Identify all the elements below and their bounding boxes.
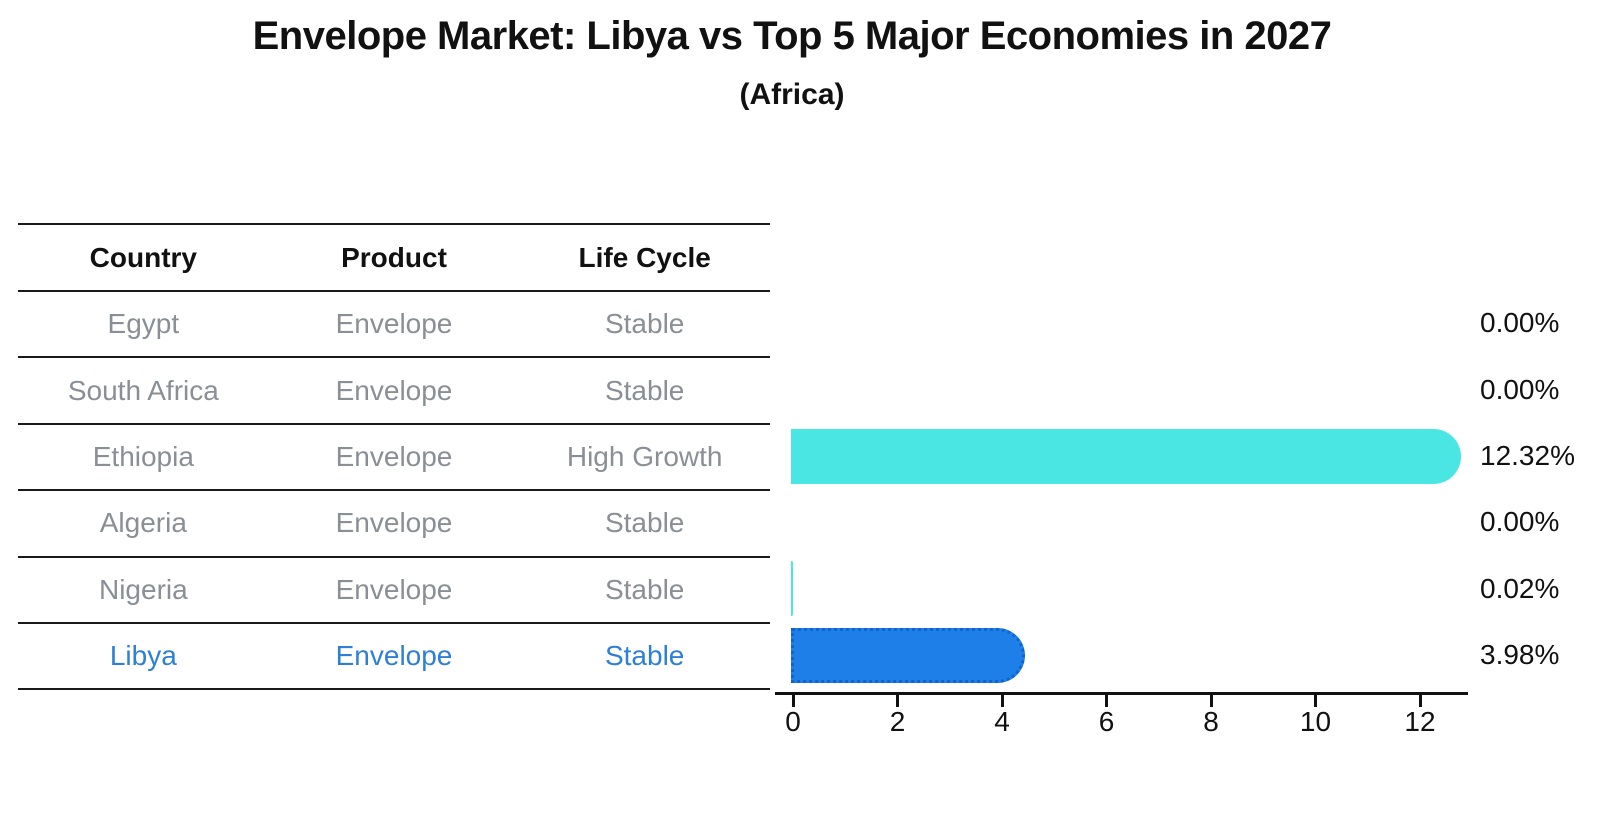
x-tick — [791, 695, 795, 707]
x-tick-label: 6 — [1098, 706, 1115, 737]
x-tick — [1314, 695, 1317, 707]
x-tick — [1418, 695, 1422, 707]
cell-life-cycle: Stable — [604, 573, 685, 605]
x-tick-label: 12 — [1404, 706, 1436, 737]
x-tick — [1105, 695, 1108, 707]
x-tick-label: 4 — [994, 706, 1010, 737]
x-tick-label: 0 — [785, 706, 801, 737]
column-header-country: Country — [89, 241, 197, 273]
cell-life-cycle: Stable — [604, 308, 685, 340]
table-row-ethiopia: Ethiopia Envelope High Growth — [18, 425, 770, 492]
x-axis-line — [775, 692, 1468, 695]
cell-product: Envelope — [335, 440, 453, 472]
column-header-lifecycle: Life Cycle — [578, 241, 711, 273]
cell-country: Algeria — [99, 507, 187, 539]
cell-country: Nigeria — [98, 573, 188, 605]
cell-country: South Africa — [67, 374, 219, 406]
table-body: Egypt Envelope Stable South Africa Envelope S… — [18, 292, 770, 691]
value-label-egypt: 0.00% — [1480, 307, 1560, 339]
cell-life-cycle: Stable — [604, 374, 685, 406]
x-tick — [896, 695, 899, 707]
x-tick — [1209, 695, 1213, 707]
x-tick-label: 2 — [889, 706, 906, 737]
value-label-algeria: 0.00% — [1480, 506, 1560, 538]
cell-life-cycle: Stable — [604, 507, 685, 539]
country-table: Country Product Life Cycle Egypt Envelope… — [18, 223, 770, 691]
value-label-south-africa: 0.00% — [1480, 373, 1560, 405]
cell-country: Libya — [109, 640, 177, 672]
bar-ethiopia — [791, 428, 1461, 484]
table-row-egypt: Egypt Envelope Stable — [18, 292, 770, 359]
value-label-libya: 3.98% — [1480, 639, 1560, 671]
x-tick — [1000, 695, 1004, 707]
table-row-algeria: Algeria Envelope Stable — [18, 491, 770, 558]
value-label-nigeria: 0.02% — [1480, 572, 1560, 604]
bar-nigeria — [791, 561, 793, 617]
x-tick-label: 10 — [1299, 706, 1332, 737]
cell-country: Ethiopia — [92, 440, 194, 472]
cell-product: Envelope — [335, 573, 453, 605]
cell-product: Envelope — [335, 507, 453, 539]
cell-life-cycle: High Growth — [566, 440, 723, 472]
table-row-nigeria: Nigeria Envelope Stable — [18, 558, 770, 624]
table-row-south-africa: South Africa Envelope Stable — [18, 358, 770, 425]
cell-product: Envelope — [335, 308, 453, 340]
cell-life-cycle: Stable — [604, 640, 685, 672]
chart-title: Envelope Market: Libya vs Top 5 Major Ec… — [252, 14, 1332, 58]
cell-product: Envelope — [335, 374, 453, 406]
column-header-product: Product — [341, 241, 447, 273]
table-header-row: Country Product Life Cycle — [18, 225, 770, 292]
cell-product: Envelope — [335, 640, 453, 672]
cell-country: Egypt — [107, 308, 180, 340]
x-tick-label: 8 — [1203, 706, 1219, 737]
value-label-ethiopia: 12.32% — [1480, 440, 1575, 471]
table-row-libya: Libya Envelope Stable — [18, 624, 770, 691]
bar-libya — [791, 627, 1025, 683]
chart-subtitle: (Africa) — [739, 78, 845, 111]
